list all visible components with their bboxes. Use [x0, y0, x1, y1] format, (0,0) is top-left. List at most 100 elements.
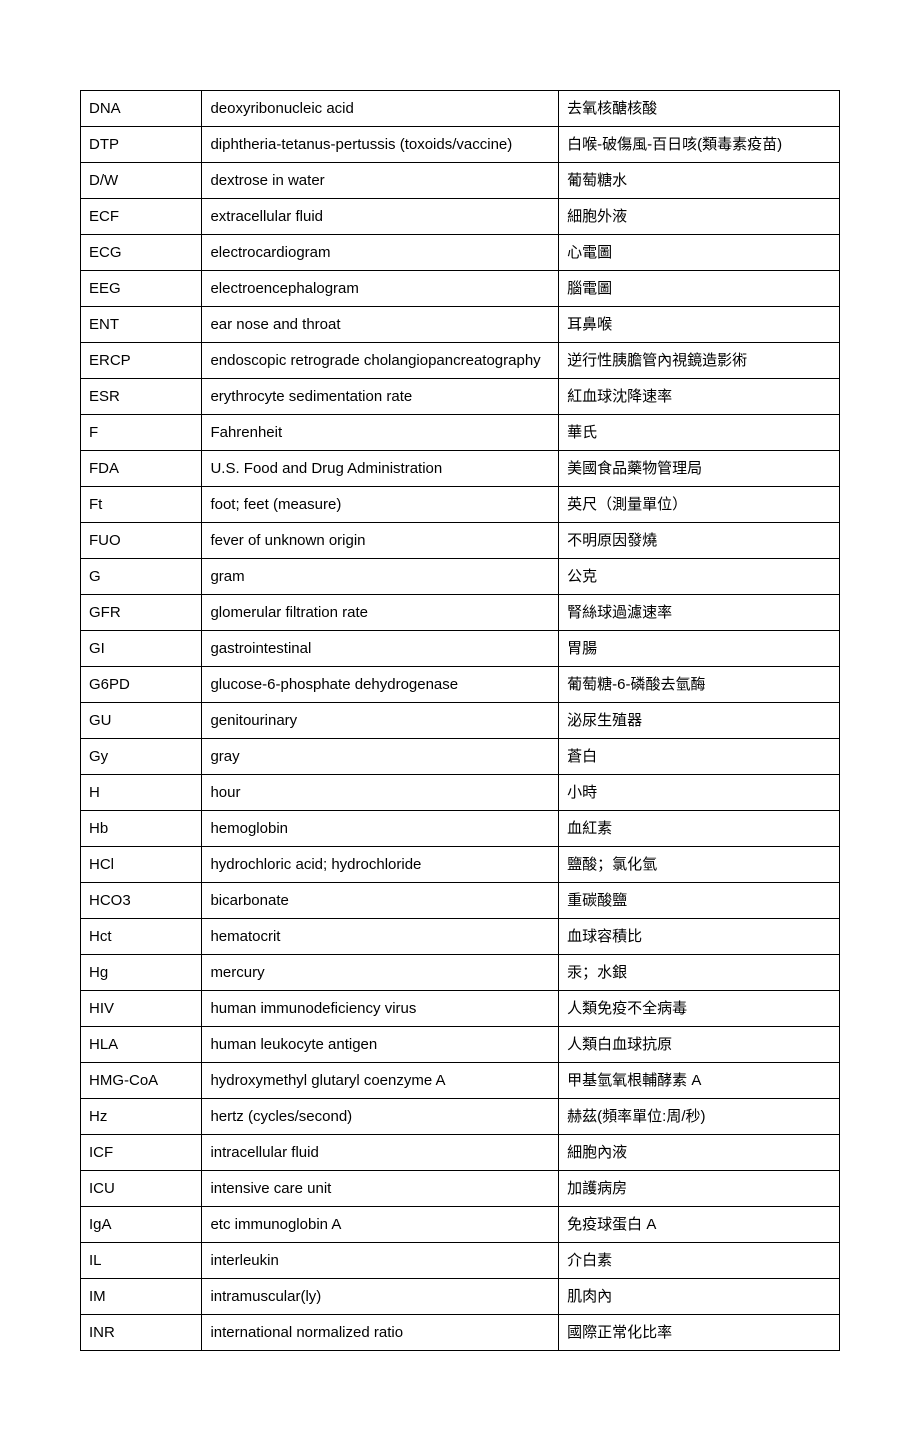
cell-eng: diphtheria-tetanus-pertussis (toxoids/va…: [202, 127, 559, 163]
cell-abbr: H: [81, 775, 202, 811]
cell-chi: 逆行性胰膽管內視鏡造影術: [559, 343, 840, 379]
cell-chi: 國際正常化比率: [559, 1315, 840, 1351]
cell-abbr: HCl: [81, 847, 202, 883]
cell-chi: 小時: [559, 775, 840, 811]
cell-chi: 甲基氫氧根輔酵素 A: [559, 1063, 840, 1099]
table-row: DTPdiphtheria-tetanus-pertussis (toxoids…: [81, 127, 840, 163]
cell-abbr: GI: [81, 631, 202, 667]
table-row: EEGelectroencephalogram腦電圖: [81, 271, 840, 307]
cell-eng: hydroxymethyl glutaryl coenzyme A: [202, 1063, 559, 1099]
cell-abbr: FUO: [81, 523, 202, 559]
cell-abbr: DNA: [81, 91, 202, 127]
table-row: GIgastrointestinal胃腸: [81, 631, 840, 667]
cell-eng: international normalized ratio: [202, 1315, 559, 1351]
cell-eng: gray: [202, 739, 559, 775]
table-row: Gygray蒼白: [81, 739, 840, 775]
cell-chi: 泌尿生殖器: [559, 703, 840, 739]
cell-chi: 胃腸: [559, 631, 840, 667]
table-row: GFRglomerular filtration rate腎絲球過濾速率: [81, 595, 840, 631]
cell-eng: gram: [202, 559, 559, 595]
cell-eng: hydrochloric acid; hydrochloride: [202, 847, 559, 883]
table-row: HIVhuman immunodeficiency virus人類免疫不全病毒: [81, 991, 840, 1027]
table-row: INRinternational normalized ratio國際正常化比率: [81, 1315, 840, 1351]
table-row: ECGelectrocardiogram心電圖: [81, 235, 840, 271]
cell-abbr: ESR: [81, 379, 202, 415]
table-row: ESRerythrocyte sedimentation rate紅血球沈降速率: [81, 379, 840, 415]
cell-chi: 介白素: [559, 1243, 840, 1279]
cell-eng: gastrointestinal: [202, 631, 559, 667]
cell-abbr: IgA: [81, 1207, 202, 1243]
table-row: D/Wdextrose in water葡萄糖水: [81, 163, 840, 199]
cell-eng: extracellular fluid: [202, 199, 559, 235]
cell-eng: deoxyribonucleic acid: [202, 91, 559, 127]
cell-chi: 耳鼻喉: [559, 307, 840, 343]
table-row: HLAhuman leukocyte antigen人類白血球抗原: [81, 1027, 840, 1063]
cell-chi: 肌肉內: [559, 1279, 840, 1315]
table-row: HMG-CoAhydroxymethyl glutaryl coenzyme A…: [81, 1063, 840, 1099]
cell-chi: 紅血球沈降速率: [559, 379, 840, 415]
cell-eng: mercury: [202, 955, 559, 991]
cell-chi: 蒼白: [559, 739, 840, 775]
table-row: FFahrenheit華氏: [81, 415, 840, 451]
cell-abbr: D/W: [81, 163, 202, 199]
cell-chi: 葡萄糖-6-磷酸去氫酶: [559, 667, 840, 703]
table-row: Hbhemoglobin血紅素: [81, 811, 840, 847]
cell-eng: endoscopic retrograde cholangiopancreato…: [202, 343, 559, 379]
table-row: Hgmercury汞；水銀: [81, 955, 840, 991]
cell-eng: etc immunoglobin A: [202, 1207, 559, 1243]
cell-eng: intensive care unit: [202, 1171, 559, 1207]
cell-abbr: Hct: [81, 919, 202, 955]
cell-eng: human immunodeficiency virus: [202, 991, 559, 1027]
cell-chi: 美國食品藥物管理局: [559, 451, 840, 487]
cell-eng: hour: [202, 775, 559, 811]
cell-abbr: GFR: [81, 595, 202, 631]
cell-chi: 赫茲(頻率單位:周/秒): [559, 1099, 840, 1135]
table-row: IMintramuscular(ly)肌肉內: [81, 1279, 840, 1315]
cell-eng: fever of unknown origin: [202, 523, 559, 559]
table-body: DNAdeoxyribonucleic acid去氧核醣核酸DTPdiphthe…: [81, 91, 840, 1351]
cell-eng: glomerular filtration rate: [202, 595, 559, 631]
cell-abbr: G6PD: [81, 667, 202, 703]
table-row: GUgenitourinary泌尿生殖器: [81, 703, 840, 739]
cell-eng: ear nose and throat: [202, 307, 559, 343]
cell-eng: intramuscular(ly): [202, 1279, 559, 1315]
cell-eng: hertz (cycles/second): [202, 1099, 559, 1135]
cell-chi: 不明原因發燒: [559, 523, 840, 559]
cell-chi: 人類白血球抗原: [559, 1027, 840, 1063]
cell-abbr: G: [81, 559, 202, 595]
cell-eng: intracellular fluid: [202, 1135, 559, 1171]
table-row: FUOfever of unknown origin不明原因發燒: [81, 523, 840, 559]
cell-chi: 重碳酸鹽: [559, 883, 840, 919]
table-row: Hcthematocrit血球容積比: [81, 919, 840, 955]
table-row: Ggram公克: [81, 559, 840, 595]
table-row: IgAetc immunoglobin A免疫球蛋白 A: [81, 1207, 840, 1243]
cell-abbr: ECG: [81, 235, 202, 271]
table-row: G6PDglucose-6-phosphate dehydrogenase葡萄糖…: [81, 667, 840, 703]
cell-eng: erythrocyte sedimentation rate: [202, 379, 559, 415]
table-row: Hzhertz (cycles/second)赫茲(頻率單位:周/秒): [81, 1099, 840, 1135]
cell-eng: interleukin: [202, 1243, 559, 1279]
cell-abbr: Ft: [81, 487, 202, 523]
cell-eng: foot; feet (measure): [202, 487, 559, 523]
cell-chi: 免疫球蛋白 A: [559, 1207, 840, 1243]
cell-chi: 血球容積比: [559, 919, 840, 955]
cell-chi: 腦電圖: [559, 271, 840, 307]
table-row: ILinterleukin介白素: [81, 1243, 840, 1279]
cell-chi: 血紅素: [559, 811, 840, 847]
cell-abbr: HIV: [81, 991, 202, 1027]
table-row: FDAU.S. Food and Drug Administration美國食品…: [81, 451, 840, 487]
cell-abbr: F: [81, 415, 202, 451]
cell-abbr: HLA: [81, 1027, 202, 1063]
cell-abbr: IL: [81, 1243, 202, 1279]
cell-abbr: ERCP: [81, 343, 202, 379]
cell-chi: 加護病房: [559, 1171, 840, 1207]
table-row: ERCPendoscopic retrograde cholangiopancr…: [81, 343, 840, 379]
cell-abbr: HCO3: [81, 883, 202, 919]
cell-abbr: ICF: [81, 1135, 202, 1171]
cell-chi: 腎絲球過濾速率: [559, 595, 840, 631]
cell-abbr: DTP: [81, 127, 202, 163]
cell-eng: electroencephalogram: [202, 271, 559, 307]
table-row: ICUintensive care unit加護病房: [81, 1171, 840, 1207]
cell-abbr: Hz: [81, 1099, 202, 1135]
cell-chi: 細胞外液: [559, 199, 840, 235]
